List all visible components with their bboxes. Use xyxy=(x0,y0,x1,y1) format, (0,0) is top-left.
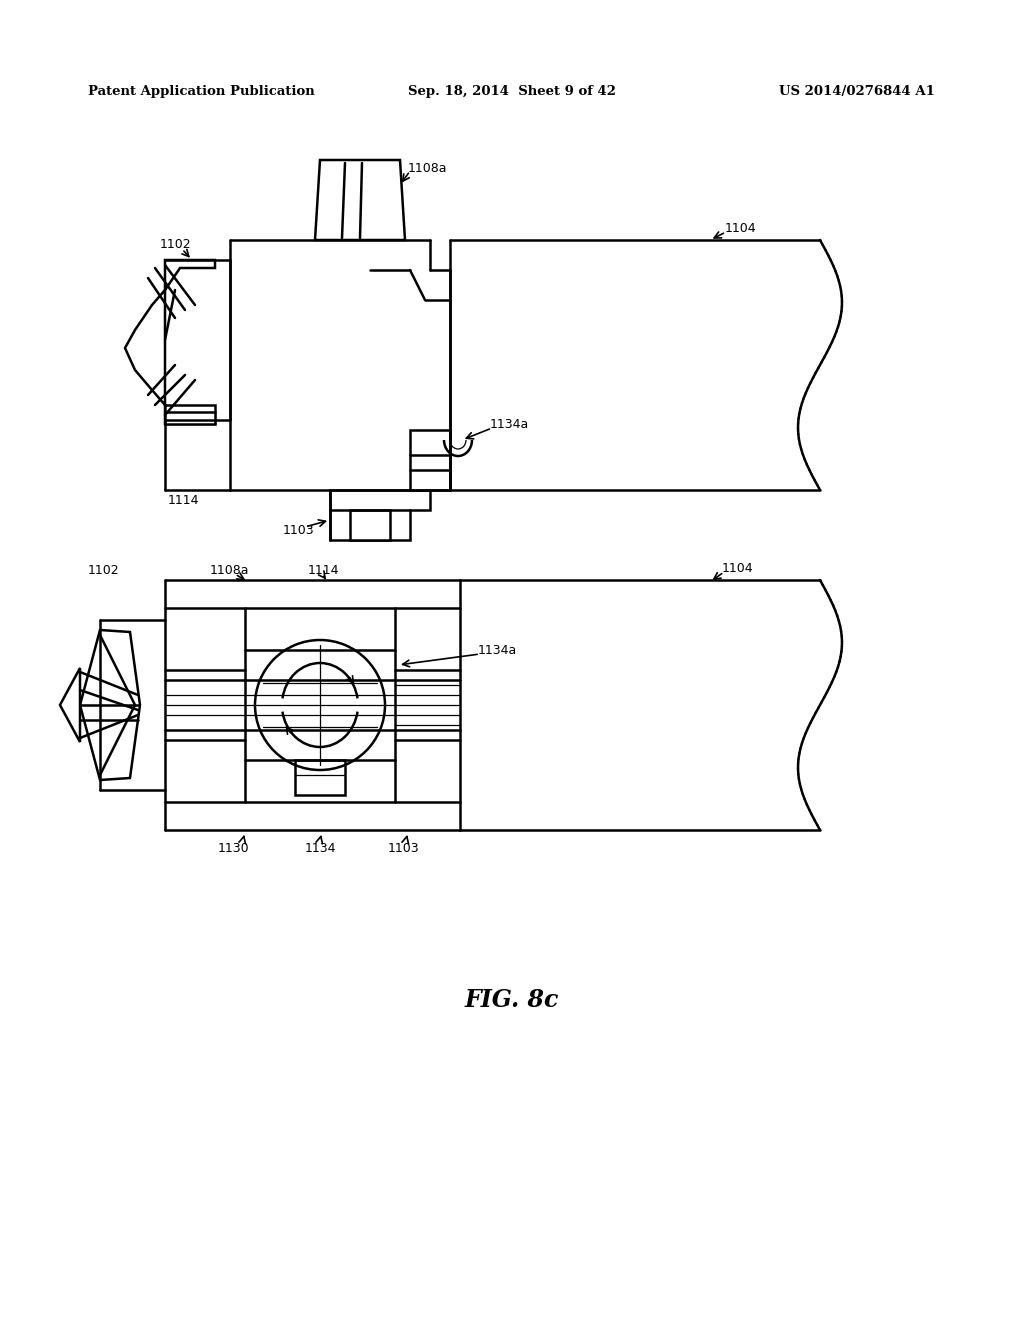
Text: Sep. 18, 2014  Sheet 9 of 42: Sep. 18, 2014 Sheet 9 of 42 xyxy=(408,86,616,99)
Text: 1103: 1103 xyxy=(283,524,314,536)
Text: 1114: 1114 xyxy=(168,494,200,507)
Text: 1104: 1104 xyxy=(722,561,754,574)
Polygon shape xyxy=(295,760,345,795)
Text: FIG. 8c: FIG. 8c xyxy=(465,987,559,1012)
Polygon shape xyxy=(60,668,80,742)
Text: 1104: 1104 xyxy=(725,222,757,235)
Text: 1134a: 1134a xyxy=(478,644,517,656)
Text: 1102: 1102 xyxy=(160,239,191,252)
Polygon shape xyxy=(80,630,140,780)
Text: 1103: 1103 xyxy=(388,842,420,854)
Polygon shape xyxy=(330,490,430,540)
Text: 1108a: 1108a xyxy=(210,564,250,577)
Polygon shape xyxy=(165,405,215,424)
Text: 1134a: 1134a xyxy=(490,418,529,432)
Polygon shape xyxy=(410,430,450,490)
Text: US 2014/0276844 A1: US 2014/0276844 A1 xyxy=(779,86,935,99)
Polygon shape xyxy=(125,260,215,424)
Text: 1108a: 1108a xyxy=(408,161,447,174)
Text: 1130: 1130 xyxy=(218,842,250,854)
Polygon shape xyxy=(350,510,390,540)
Text: 1102: 1102 xyxy=(88,564,120,577)
Polygon shape xyxy=(315,160,406,240)
Text: 1114: 1114 xyxy=(308,564,340,577)
Text: 1134: 1134 xyxy=(305,842,337,854)
Text: Patent Application Publication: Patent Application Publication xyxy=(88,86,314,99)
